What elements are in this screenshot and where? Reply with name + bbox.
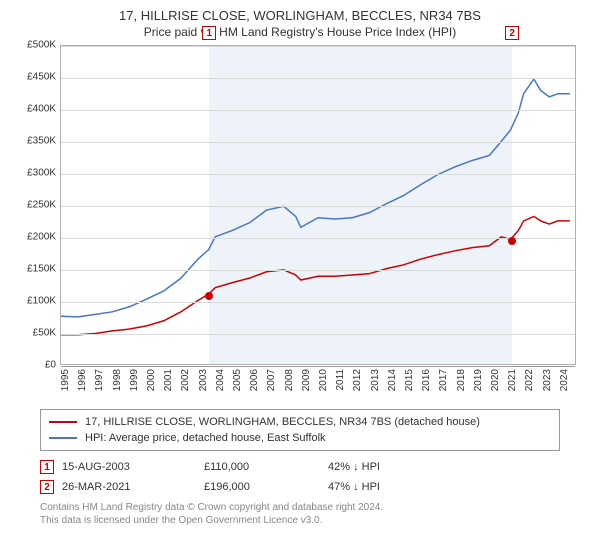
chart-area: £0 £50K £100K £150K £200K £250K £300K £350K £400… [16,45,576,405]
footer-line: Contains HM Land Registry data © Crown c… [40,501,584,514]
x-tick-label: 2011 [335,369,346,391]
transaction-row-marker: 2 [40,480,54,494]
legend-row: 17, HILLRISE CLOSE, WORLINGHAM, BECCLES,… [49,414,551,430]
legend-label: 17, HILLRISE CLOSE, WORLINGHAM, BECCLES,… [85,416,480,428]
x-tick-label: 2003 [198,369,209,391]
chart-subtitle: Price paid vs. HM Land Registry's House … [10,25,590,39]
y-tick-label: £50K [33,328,56,339]
transaction-marker-box: 1 [202,26,216,40]
x-tick-label: 2008 [284,369,295,391]
x-tick-label: 2018 [456,369,467,391]
gridline [61,46,575,47]
x-tick-label: 2019 [473,369,484,391]
x-tick-label: 1997 [94,369,105,391]
x-tick-label: 2002 [180,369,191,391]
y-tick-label: £400K [27,104,56,115]
plot-area: 12 [60,45,576,365]
transaction-date: 15-AUG-2003 [62,461,130,473]
transaction-price: £110,000 [204,461,304,473]
y-tick-label: £350K [27,136,56,147]
y-tick-label: £100K [27,296,56,307]
legend-label: HPI: Average price, detached house, East… [85,432,326,444]
x-tick-label: 2010 [318,369,329,391]
x-tick-label: 2015 [404,369,415,391]
x-tick-label: 2017 [438,369,449,391]
legend-swatch [49,421,77,423]
x-tick-label: 2021 [507,369,518,391]
gridline [61,334,575,335]
chart-lines [61,46,575,364]
x-tick-label: 2005 [232,369,243,391]
chart-container: 17, HILLRISE CLOSE, WORLINGHAM, BECCLES,… [0,0,600,560]
gridline [61,174,575,175]
x-tick-label: 2013 [370,369,381,391]
x-tick-label: 1996 [77,369,88,391]
y-axis: £0£50K£100K£150K£200K£250K£300K£350K£400… [16,45,60,365]
x-tick-label: 2012 [352,369,363,391]
x-tick-label: 2014 [387,369,398,391]
gridline [61,78,575,79]
transaction-marker-dot [205,292,213,300]
transaction-delta: 42% ↓ HPI [328,461,380,473]
footer-line: This data is licensed under the Open Gov… [40,514,584,527]
x-tick-label: 2016 [421,369,432,391]
legend-row: HPI: Average price, detached house, East… [49,430,551,446]
transaction-row: 1 15-AUG-2003 £110,000 42% ↓ HPI [40,457,584,477]
y-tick-label: £450K [27,72,56,83]
gridline [61,302,575,303]
series-property [61,216,570,334]
legend: 17, HILLRISE CLOSE, WORLINGHAM, BECCLES,… [40,409,560,451]
x-tick-label: 2024 [559,369,570,391]
x-tick-label: 2000 [146,369,157,391]
y-tick-label: £500K [27,40,56,51]
chart-title: 17, HILLRISE CLOSE, WORLINGHAM, BECCLES,… [10,8,590,23]
x-tick-label: 2023 [542,369,553,391]
transaction-date: 26-MAR-2021 [62,481,130,493]
transaction-delta: 47% ↓ HPI [328,481,380,493]
footer-attribution: Contains HM Land Registry data © Crown c… [40,501,584,527]
transaction-marker-dot [508,237,516,245]
y-tick-label: £150K [27,264,56,275]
legend-swatch [49,437,77,439]
y-tick-label: £250K [27,200,56,211]
x-tick-label: 2022 [524,369,535,391]
gridline [61,270,575,271]
x-tick-label: 1995 [60,369,71,391]
transaction-row-marker: 1 [40,460,54,474]
x-tick-label: 2001 [163,369,174,391]
x-tick-label: 2006 [249,369,260,391]
y-tick-label: £300K [27,168,56,179]
y-tick-label: £0 [45,360,56,371]
transaction-row: 2 26-MAR-2021 £196,000 47% ↓ HPI [40,477,584,497]
x-tick-label: 2020 [490,369,501,391]
gridline [61,142,575,143]
x-tick-label: 1998 [112,369,123,391]
x-tick-label: 2007 [266,369,277,391]
gridline [61,238,575,239]
x-axis: 1995 1996 1997 1998 1999 2000 2001 2002 2003 2004… [60,365,576,405]
y-tick-label: £200K [27,232,56,243]
transaction-marker-box: 2 [505,26,519,40]
gridline [61,206,575,207]
transaction-table: 1 15-AUG-2003 £110,000 42% ↓ HPI 2 26-MAR-202… [40,457,584,497]
gridline [61,110,575,111]
x-tick-label: 1999 [129,369,140,391]
series-hpi [61,79,570,317]
x-tick-label: 2009 [301,369,312,391]
x-tick-label: 2004 [215,369,226,391]
transaction-price: £196,000 [204,481,304,493]
